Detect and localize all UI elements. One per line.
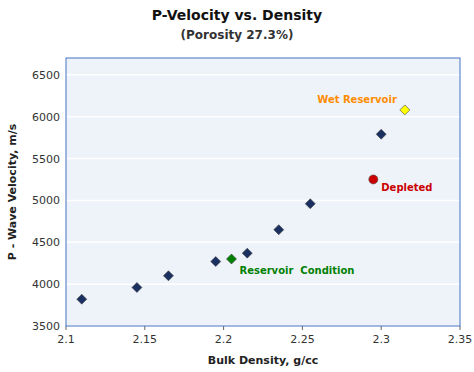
y-tick-label: 4500 (32, 236, 60, 249)
y-axis-label: P - Wave Velocity, m/s (6, 123, 19, 260)
point (132, 282, 142, 292)
point (211, 257, 221, 267)
point (274, 225, 284, 235)
x-tick (460, 326, 461, 330)
x-tick-label: 2.35 (448, 333, 473, 346)
y-tick-label: 5000 (32, 194, 60, 207)
subtitle: (Porosity 27.3%) (181, 28, 294, 42)
x-tick (223, 326, 224, 330)
x-tick (144, 326, 145, 330)
x-tick-label: 2.3 (372, 333, 390, 346)
y-tick-label: 6000 (32, 111, 60, 124)
x-tick (66, 326, 67, 330)
marks (77, 105, 410, 304)
plot-area (66, 58, 460, 326)
point (376, 129, 386, 139)
point (163, 271, 173, 281)
x-tick-label: 2.1 (57, 333, 75, 346)
x-tick-label: 2.2 (215, 333, 233, 346)
grid-line (66, 283, 460, 285)
x-axis-label: Bulk Density, g/cc (208, 354, 318, 367)
y-tick-label: 6500 (32, 69, 60, 82)
grid-line (66, 116, 460, 118)
x-tick-label: 2.15 (133, 333, 158, 346)
x-tick (381, 326, 382, 330)
x-tick-label: 2.25 (290, 333, 315, 346)
annotation: Wet Reservoir (317, 94, 397, 105)
plot-frame (66, 58, 460, 326)
point (226, 254, 236, 264)
y-tick-label: 5500 (32, 153, 60, 166)
annotation: Reservoir Condition (239, 265, 354, 276)
point (369, 175, 378, 184)
point (305, 199, 315, 209)
chart: 3500 4000 4500 5000 5500 6000 6500 2.1 2.15 2.2 2.… (0, 0, 474, 372)
point (400, 105, 410, 115)
grid-line (66, 74, 460, 76)
annotation: Depleted (381, 182, 432, 193)
grid-line (66, 158, 460, 160)
point (242, 248, 252, 258)
y-tick-label: 3500 (32, 320, 60, 333)
y-tick-label: 4000 (32, 278, 60, 291)
point (77, 294, 87, 304)
grid-line (66, 200, 460, 202)
grid-line (66, 242, 460, 244)
title: P-Velocity vs. Density (152, 7, 322, 23)
x-tick (302, 326, 303, 330)
